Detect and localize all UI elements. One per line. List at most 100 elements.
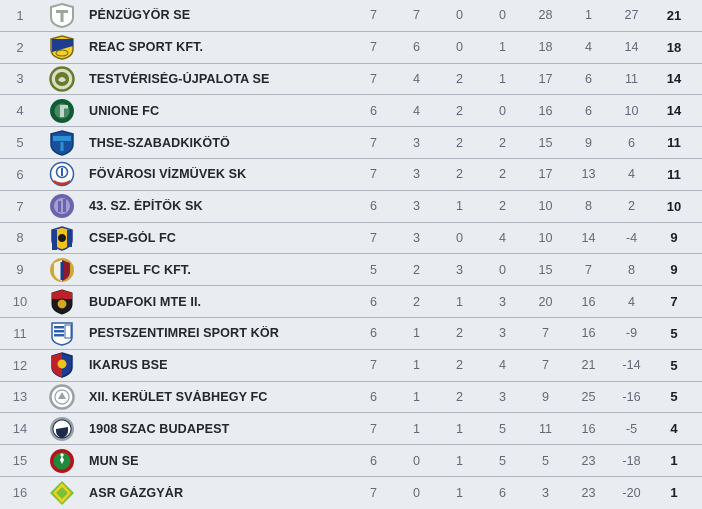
pestszentimrei-sk-crest-icon: [40, 320, 84, 347]
wins-cell: 0: [412, 453, 420, 468]
team-name[interactable]: PESTSZENTIMREI SPORT KÖR: [89, 326, 279, 341]
goals-against-cell: 14: [581, 230, 596, 245]
wins-cell: 1: [412, 358, 420, 373]
team-name[interactable]: MUN SE: [89, 453, 139, 468]
table-row[interactable]: 13 XII. KERÜLET SVÁBHEGY FC 6 1 2 3 9 25 -16 5: [0, 381, 702, 414]
points-cell: 10: [666, 198, 682, 214]
goal-difference-cell: 4: [627, 294, 635, 309]
goals-for-cell: 5: [541, 453, 549, 468]
team-name[interactable]: THSE-SZABADKIKÖTŐ: [89, 135, 230, 150]
played-cell: 5: [369, 262, 377, 277]
table-row[interactable]: 9 CSEPEL FC KFT. 5 2 3 0 15 7 8 9: [0, 254, 702, 287]
goals-against-cell: 23: [581, 453, 596, 468]
asr-gazgyar-crest-icon: [40, 480, 84, 506]
played-cell: 6: [369, 103, 377, 118]
table-row[interactable]: 3 TESTVÉRISÉG-ÚJPALOTA SE 7 4 2 1 17 6 11 14: [0, 63, 702, 96]
points-cell: 11: [667, 135, 681, 151]
goals-for-cell: 3: [541, 485, 549, 500]
table-row[interactable]: 5 THSE-SZABADKIKÖTŐ 7 3 2 2 15 9 6 11: [0, 127, 702, 159]
rank-cell: 9: [16, 262, 24, 278]
table-row[interactable]: 10 BUDAFOKI MTE II. 6 2 1 3 20 16 4 7: [0, 286, 702, 318]
goal-difference-cell: -14: [622, 358, 641, 373]
team-name[interactable]: PÉNZÜGYŐR SE: [89, 8, 191, 23]
points-cell: 1: [670, 485, 678, 501]
goals-for-cell: 20: [538, 294, 553, 309]
team-name[interactable]: IKARUS BSE: [89, 358, 168, 373]
goals-against-cell: 16: [581, 294, 596, 309]
rank-cell: 5: [16, 135, 24, 151]
rank-cell: 10: [12, 294, 28, 310]
points-cell: 5: [670, 325, 678, 341]
table-row[interactable]: 8 CSEP-GÓL FC 7 3 0 4 10 14 -4 9: [0, 222, 702, 255]
played-cell: 6: [369, 453, 377, 468]
rank-cell: 6: [16, 166, 24, 182]
goals-for-cell: 10: [538, 230, 553, 245]
played-cell: 6: [369, 389, 377, 404]
played-cell: 7: [369, 167, 377, 182]
draws-cell: 2: [455, 389, 463, 404]
rank-cell: 12: [12, 357, 28, 373]
table-row[interactable]: 12 IKARUS BSE 7 1 2 4 7 21 -14 5: [0, 349, 702, 382]
played-cell: 6: [369, 199, 377, 214]
table-row[interactable]: 1 PÉNZÜGYŐR SE 7 7 0 0 28 1 27 21: [0, 0, 702, 32]
points-cell: 5: [670, 357, 678, 373]
losses-cell: 2: [498, 135, 506, 150]
goal-difference-cell: -16: [622, 389, 641, 404]
table-row[interactable]: 14 1908 SZAC BUDAPEST 7 1 1 5 11 16 -5 4: [0, 413, 702, 446]
team-name[interactable]: 43. SZ. ÉPÍTŐK SK: [89, 199, 203, 214]
losses-cell: 2: [498, 199, 506, 214]
goal-difference-cell: 4: [627, 167, 635, 182]
table-row[interactable]: 7 43. SZ. ÉPÍTŐK SK 6 3 1 2 10 8 2 10: [0, 190, 702, 223]
goals-against-cell: 1: [584, 8, 592, 23]
team-name[interactable]: BUDAFOKI MTE II.: [89, 294, 202, 309]
rank-cell: 14: [12, 421, 28, 437]
wins-cell: 1: [412, 421, 420, 436]
team-name[interactable]: CSEPEL FC KFT.: [89, 262, 191, 277]
goal-difference-cell: 27: [624, 8, 639, 23]
points-cell: 11: [667, 166, 681, 182]
budafoki-mte-crest-icon: [40, 289, 84, 315]
table-row[interactable]: 11 PESTSZENTIMREI SPORT KÖR 6 1 2 3 7 16 -9 5: [0, 317, 702, 350]
team-name[interactable]: REAC SPORT KFT.: [89, 40, 204, 55]
team-name[interactable]: ASR GÁZGYÁR: [89, 485, 184, 500]
goals-for-cell: 16: [538, 103, 553, 118]
losses-cell: 3: [498, 389, 506, 404]
team-name[interactable]: UNIONE FC: [89, 103, 160, 118]
table-row[interactable]: 2 REAC SPORT KFT. 7 6 0 1 18 4 14 18: [0, 31, 702, 64]
team-name[interactable]: XII. KERÜLET SVÁBHEGY FC: [89, 389, 268, 404]
goals-against-cell: 4: [584, 40, 592, 55]
table-row[interactable]: 15 MUN SE 6 0 1 5 5 23 -18 1: [0, 445, 702, 477]
goals-against-cell: 16: [581, 421, 596, 436]
points-cell: 18: [666, 39, 682, 55]
rank-cell: 4: [16, 103, 24, 119]
losses-cell: 5: [498, 453, 506, 468]
table-row[interactable]: 4 UNIONE FC 6 4 2 0 16 6 10 14: [0, 95, 702, 128]
rank-cell: 3: [16, 71, 24, 87]
wins-cell: 2: [412, 294, 420, 309]
rank-cell: 2: [16, 39, 24, 55]
wins-cell: 4: [412, 71, 420, 86]
draws-cell: 2: [455, 71, 463, 86]
team-name[interactable]: CSEP-GÓL FC: [89, 230, 176, 245]
team-name[interactable]: 1908 SZAC BUDAPEST: [89, 421, 230, 436]
points-cell: 14: [666, 103, 682, 119]
reac-sport-crest-icon: [40, 34, 84, 60]
goals-for-cell: 7: [541, 326, 549, 341]
team-name[interactable]: FŐVÁROSI VÍZMŰVEK SK: [89, 167, 247, 182]
rank-cell: 11: [13, 325, 27, 341]
goal-difference-cell: -4: [625, 230, 638, 245]
goal-difference-cell: 2: [627, 199, 635, 214]
rank-cell: 8: [16, 230, 24, 246]
losses-cell: 6: [498, 485, 506, 500]
penzugyor-se-crest-icon: [40, 2, 84, 29]
draws-cell: 0: [455, 40, 463, 55]
goals-against-cell: 7: [584, 262, 592, 277]
goal-difference-cell: 14: [624, 40, 639, 55]
rank-cell: 13: [12, 389, 28, 405]
table-row[interactable]: 6 FŐVÁROSI VÍZMŰVEK SK 7 3 2 2 17 13 4 11: [0, 158, 702, 191]
table-row[interactable]: 16 ASR GÁZGYÁR 7 0 1 6 3 23 -20 1: [0, 476, 702, 509]
draws-cell: 2: [455, 326, 463, 341]
goals-against-cell: 23: [581, 485, 596, 500]
team-name[interactable]: TESTVÉRISÉG-ÚJPALOTA SE: [89, 71, 270, 86]
played-cell: 7: [369, 421, 377, 436]
